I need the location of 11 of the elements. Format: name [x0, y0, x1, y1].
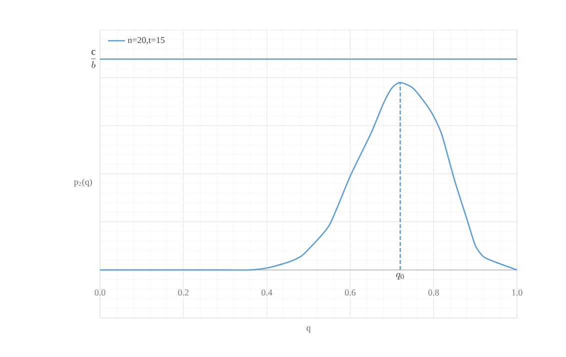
x-tick-label: 1.0	[512, 289, 522, 296]
x-tick-label: 0.0	[94, 289, 106, 296]
x-tick-label: 0.2	[178, 289, 189, 296]
x-tick-label: 0.4	[262, 289, 272, 296]
annotation: $q_0$	[396, 273, 404, 280]
x-tick-label: 0.8	[428, 289, 439, 296]
x-axis-title: q	[306, 326, 311, 333]
x-tick-label: 0.6	[344, 289, 356, 296]
legend-label: n=20,t=15	[128, 37, 165, 44]
y-axis-title: p$_{2}$(q)	[74, 178, 92, 187]
annotation: $\frac{\mathrm{c}}{b}$	[91, 50, 96, 68]
